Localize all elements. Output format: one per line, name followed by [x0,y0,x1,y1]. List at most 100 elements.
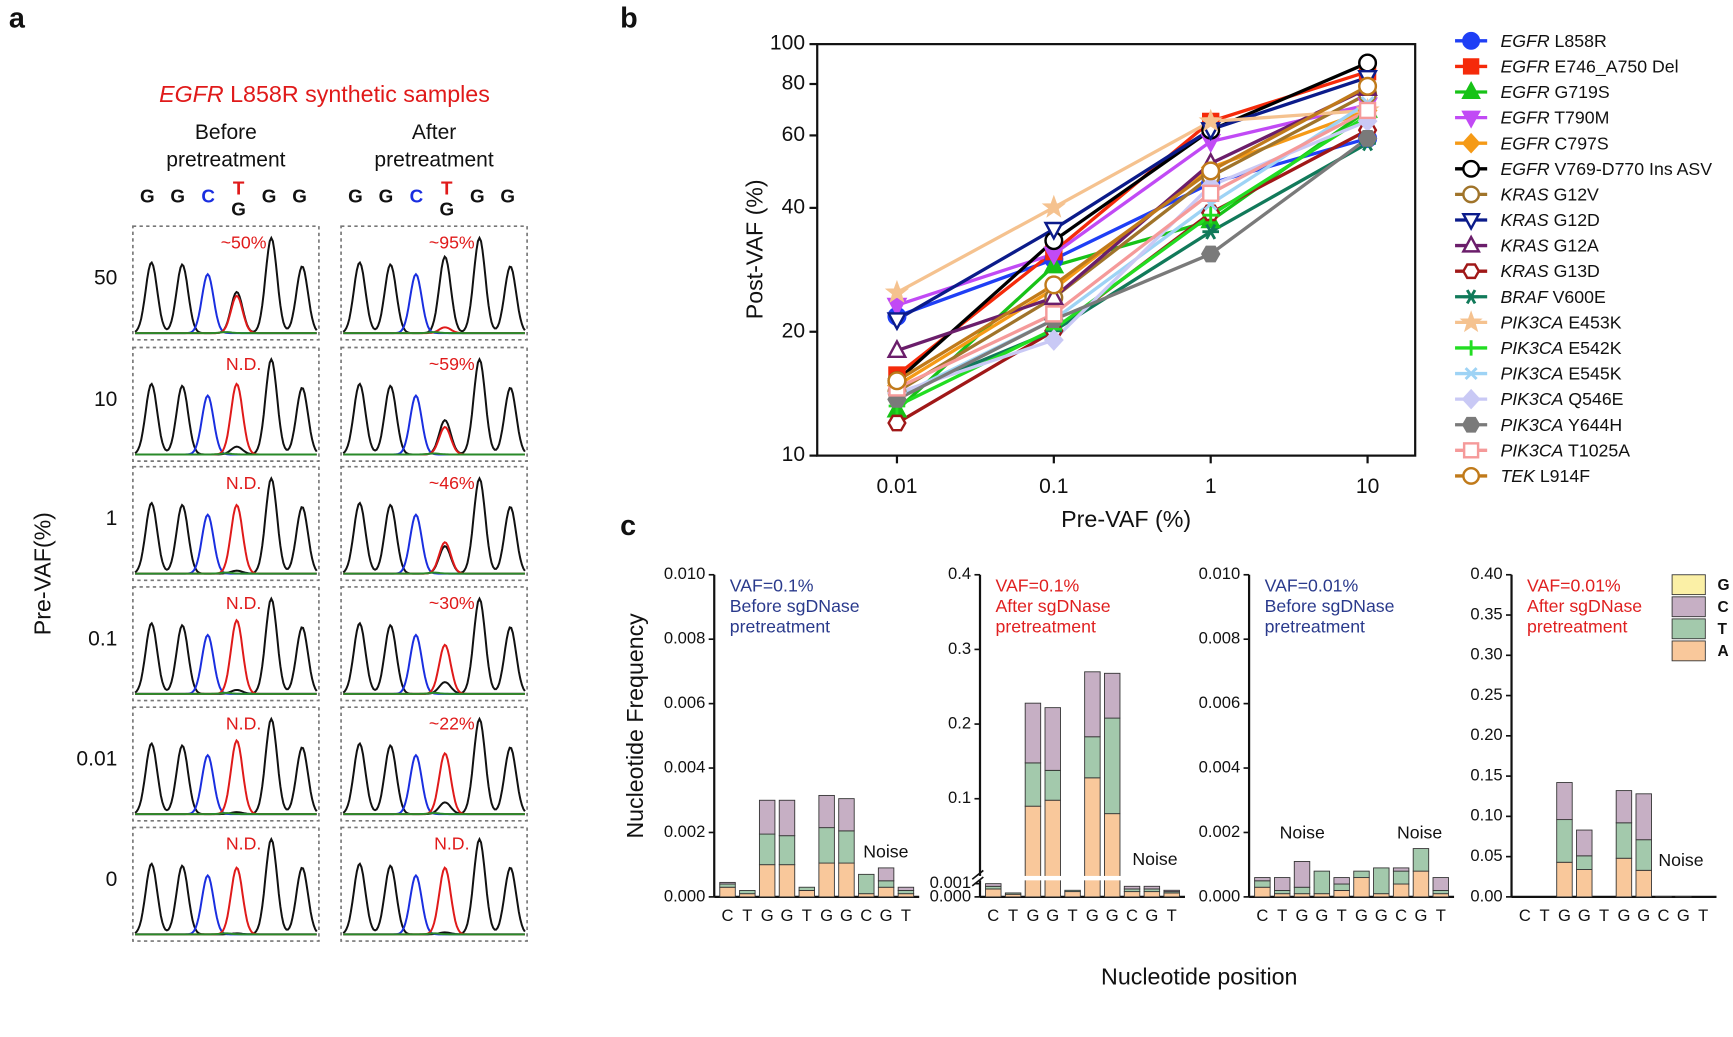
legend-label: EGFR G719S [1500,82,1609,102]
legend-swatch [1671,640,1706,662]
y-axis-label: Pre-VAF(%) [29,512,55,635]
bar-segment [1635,793,1652,841]
bar-segment [1333,890,1350,898]
bar-segment [1123,885,1141,890]
legend-label: PIK3CA E542K [1500,338,1621,358]
call-label: ~30% [429,593,475,613]
note: Noise [1132,849,1177,869]
trace-box [340,225,528,341]
y-tick-label: 0.002 [1199,822,1241,841]
bar-segment [1064,891,1081,898]
bar-segment [1024,762,1042,807]
y-tick-label: 40 [782,195,805,218]
x-tick-label: G [1558,906,1571,925]
legend-label: A [1717,643,1728,660]
y-tick-label: 0.004 [1199,757,1241,776]
marker [1045,305,1063,323]
x-axis-label: Nucleotide position [1101,964,1297,990]
call-label: N.D. [434,834,469,854]
legend-swatch [1671,596,1706,618]
trace [342,235,526,335]
bar-segment [1044,707,1061,771]
legend-label: KRAS G12V [1500,184,1599,204]
x-tick-label: G [761,906,774,925]
bar-segment [719,886,736,898]
panel-label: c [620,510,636,542]
legend-label: PIK3CA E545K [1500,363,1621,383]
bar-segment [897,886,915,891]
x-tick-label: C [1519,906,1531,925]
trace-box [340,346,528,462]
series-line [896,84,1369,383]
legend-label: KRAS G12D [1500,210,1599,230]
bar-segment [1373,867,1390,895]
y-tick-label: 0.3 [948,639,971,658]
trace [343,452,525,456]
alt-base: G [231,199,246,220]
bar-segment [1333,877,1350,885]
bar-segment [897,890,915,895]
x-tick-label: C [1395,906,1407,925]
bar-segment [877,867,895,882]
bar-segment [1353,877,1370,898]
x-tick-label: C [860,906,872,925]
x-tick-label: G [1375,906,1388,925]
annotation: Before sgDNase [730,596,860,616]
marker [1043,221,1065,241]
y-tick-label: 0.40 [1470,564,1502,583]
y-tick-label: 60 [782,123,805,146]
bar-segment [798,886,816,891]
bar-segment [897,893,915,898]
x-tick-label: C [1126,906,1138,925]
legend-marker [1462,58,1480,75]
legend-marker [1459,310,1483,333]
bar-segment [1576,829,1593,857]
base-letter: T [233,178,245,199]
legend-marker [1462,466,1481,485]
legend-marker [1462,31,1481,50]
base-letter: T [441,178,453,199]
trace [343,691,525,695]
x-tick-label: T [1167,906,1177,925]
bar-segment [1293,893,1311,898]
x-tick-label: T [742,906,752,925]
legend-label: EGFR L858R [1500,31,1606,51]
series-line [896,128,1369,425]
alt-base: G [439,199,454,220]
row-label: 1 [106,507,118,530]
x-tick-label: T [1337,906,1347,925]
bar-segment [1556,819,1573,863]
y-tick-label: 0.4 [948,564,971,583]
row-label: 10 [94,388,117,411]
trace-box [132,346,320,462]
annotation: VAF=0.1% [730,576,814,596]
series-line [896,108,1369,390]
y-tick-label: 0.008 [664,629,706,648]
y-tick-label: 100 [770,32,805,55]
bar-segment [838,798,855,832]
bar-segment [1274,893,1291,898]
bar-segment [1104,672,1121,719]
marker [1041,194,1066,218]
legend-label: PIK3CA E453K [1500,312,1621,332]
call-label: N.D. [226,473,261,493]
trace-box [340,465,528,582]
bar-segment [1333,883,1350,891]
base-letter: G [140,185,155,206]
y-axis-label: Nucleotide Frequency [622,613,648,839]
series-line [896,108,1368,295]
marker [884,279,910,303]
legend-label: T [1717,621,1727,638]
marker [1202,184,1220,202]
base-letter: G [470,185,485,206]
bar-segment [1254,877,1271,882]
marker [1358,53,1378,73]
bar-segment [1024,805,1042,898]
trace [343,812,525,816]
bar-segment [1615,857,1633,898]
legend-label: G [1717,577,1729,594]
series-line [896,141,1369,398]
x-tick-label: G [1677,906,1690,925]
x-tick-label: G [1414,906,1427,925]
y-tick-label: 0.2 [948,713,971,732]
